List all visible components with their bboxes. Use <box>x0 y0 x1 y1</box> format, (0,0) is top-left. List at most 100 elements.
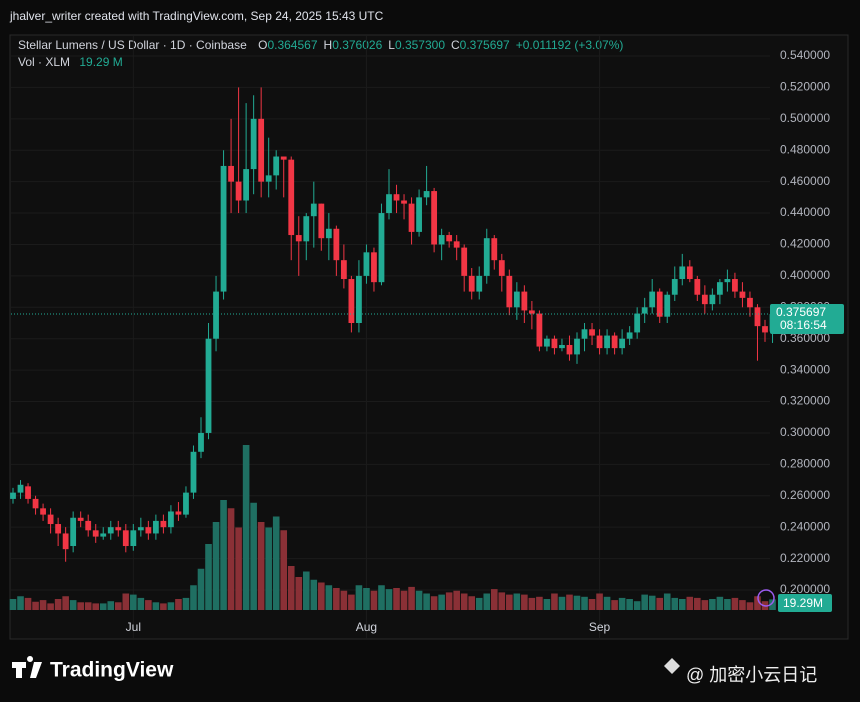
candle-body <box>32 498 39 509</box>
volume-bar <box>754 596 761 610</box>
volume-bar <box>9 599 17 610</box>
candle-body <box>566 344 573 355</box>
volume-bar <box>581 596 588 610</box>
ohlc-key: C <box>451 38 460 52</box>
candle-body <box>559 344 565 349</box>
candle-body <box>679 266 686 280</box>
candle-body <box>408 203 415 232</box>
chart-panel <box>9 34 849 640</box>
volume-bar <box>318 582 325 610</box>
candle-body <box>205 338 212 433</box>
y-tick-label: 0.460000 <box>780 174 830 188</box>
volume-bar <box>475 597 483 610</box>
candle-body <box>77 517 84 521</box>
volume-bar <box>190 585 197 610</box>
volume-bar <box>167 602 175 610</box>
volume-bar <box>521 594 528 610</box>
volume-bar <box>348 594 355 610</box>
y-tick-label: 0.360000 <box>780 331 830 345</box>
candle-body <box>446 235 453 242</box>
brand: TradingView <box>50 659 174 682</box>
candle-body <box>536 313 543 347</box>
candle-body <box>100 533 107 537</box>
volume-bar <box>618 597 626 610</box>
volume-bar <box>32 601 39 610</box>
candle-body <box>280 156 287 160</box>
candle-body <box>363 252 370 276</box>
candle-body <box>303 216 310 242</box>
volume-bar <box>24 597 32 610</box>
volume-legend-label: Vol · XLM <box>18 55 70 69</box>
candle-body <box>453 241 460 248</box>
y-tick-label: 0.200000 <box>780 582 830 596</box>
volume-bar <box>626 599 633 610</box>
candle-body <box>709 294 716 305</box>
volume-bar <box>445 592 453 610</box>
volume-bar <box>686 596 694 610</box>
x-tick-label: Jul <box>126 620 141 634</box>
volume-bar <box>310 579 318 610</box>
candle-body <box>634 313 641 333</box>
ohlc-value: 0.375697 <box>460 38 510 52</box>
candle-body <box>70 517 77 547</box>
candle-body <box>220 165 227 292</box>
volume-bar <box>506 594 513 610</box>
volume-bar <box>513 593 521 610</box>
ohlc-key: L <box>388 38 395 52</box>
candle-body <box>423 191 430 198</box>
volume-bar <box>611 600 618 610</box>
candle-body <box>288 159 295 236</box>
ohlc-value: 0.364567 <box>267 38 317 52</box>
volume-label: 19.29M <box>783 596 823 610</box>
candle-body <box>611 335 618 349</box>
candle-body <box>416 197 422 232</box>
volume-bar <box>114 602 122 610</box>
x-tick-label: Aug <box>356 620 377 634</box>
volume-bar <box>212 522 220 610</box>
volume-bar <box>54 599 62 610</box>
candle-body <box>122 530 129 547</box>
candle-body <box>235 181 242 201</box>
y-tick-label: 0.440000 <box>780 205 830 219</box>
candle-body <box>393 194 400 201</box>
volume-label-box <box>778 594 832 612</box>
candle-body <box>55 524 62 534</box>
candle-body <box>724 279 731 283</box>
volume-bar <box>648 595 656 610</box>
candle-body <box>686 266 693 280</box>
volume-bar <box>39 600 47 610</box>
y-tick-label: 0.520000 <box>780 80 830 94</box>
y-tick-label: 0.260000 <box>780 488 830 502</box>
candle-body <box>168 511 174 528</box>
candle-body <box>754 307 761 327</box>
volume-bar <box>152 602 160 610</box>
volume-bar <box>543 599 551 610</box>
candle-body <box>664 294 671 317</box>
volume-bar <box>701 600 709 610</box>
candle-body <box>461 247 468 276</box>
candle-body <box>747 297 753 308</box>
volume-bar <box>257 522 265 610</box>
volume-bar <box>295 577 303 610</box>
candle-body <box>498 260 505 276</box>
last-price-box <box>770 304 844 335</box>
volume-bar <box>302 571 310 610</box>
candle-body <box>386 194 392 214</box>
candle-body <box>574 338 580 355</box>
volume-bar <box>566 594 573 610</box>
candle-body <box>762 326 768 333</box>
volume-bar <box>250 502 257 610</box>
volume-bar <box>385 589 393 610</box>
volume-bar <box>265 527 272 610</box>
volume-bar <box>671 597 679 610</box>
volume-bar <box>122 593 130 610</box>
candle-body <box>115 527 122 531</box>
y-tick-label: 0.480000 <box>780 142 830 156</box>
legend: Stellar Lumens / US Dollar · 1D · Coinba… <box>18 38 623 52</box>
volume-bar <box>363 588 370 610</box>
volume-bar <box>400 590 408 610</box>
candle-body <box>258 118 265 182</box>
candle-body <box>716 282 723 295</box>
y-tick-label: 0.400000 <box>780 268 830 282</box>
